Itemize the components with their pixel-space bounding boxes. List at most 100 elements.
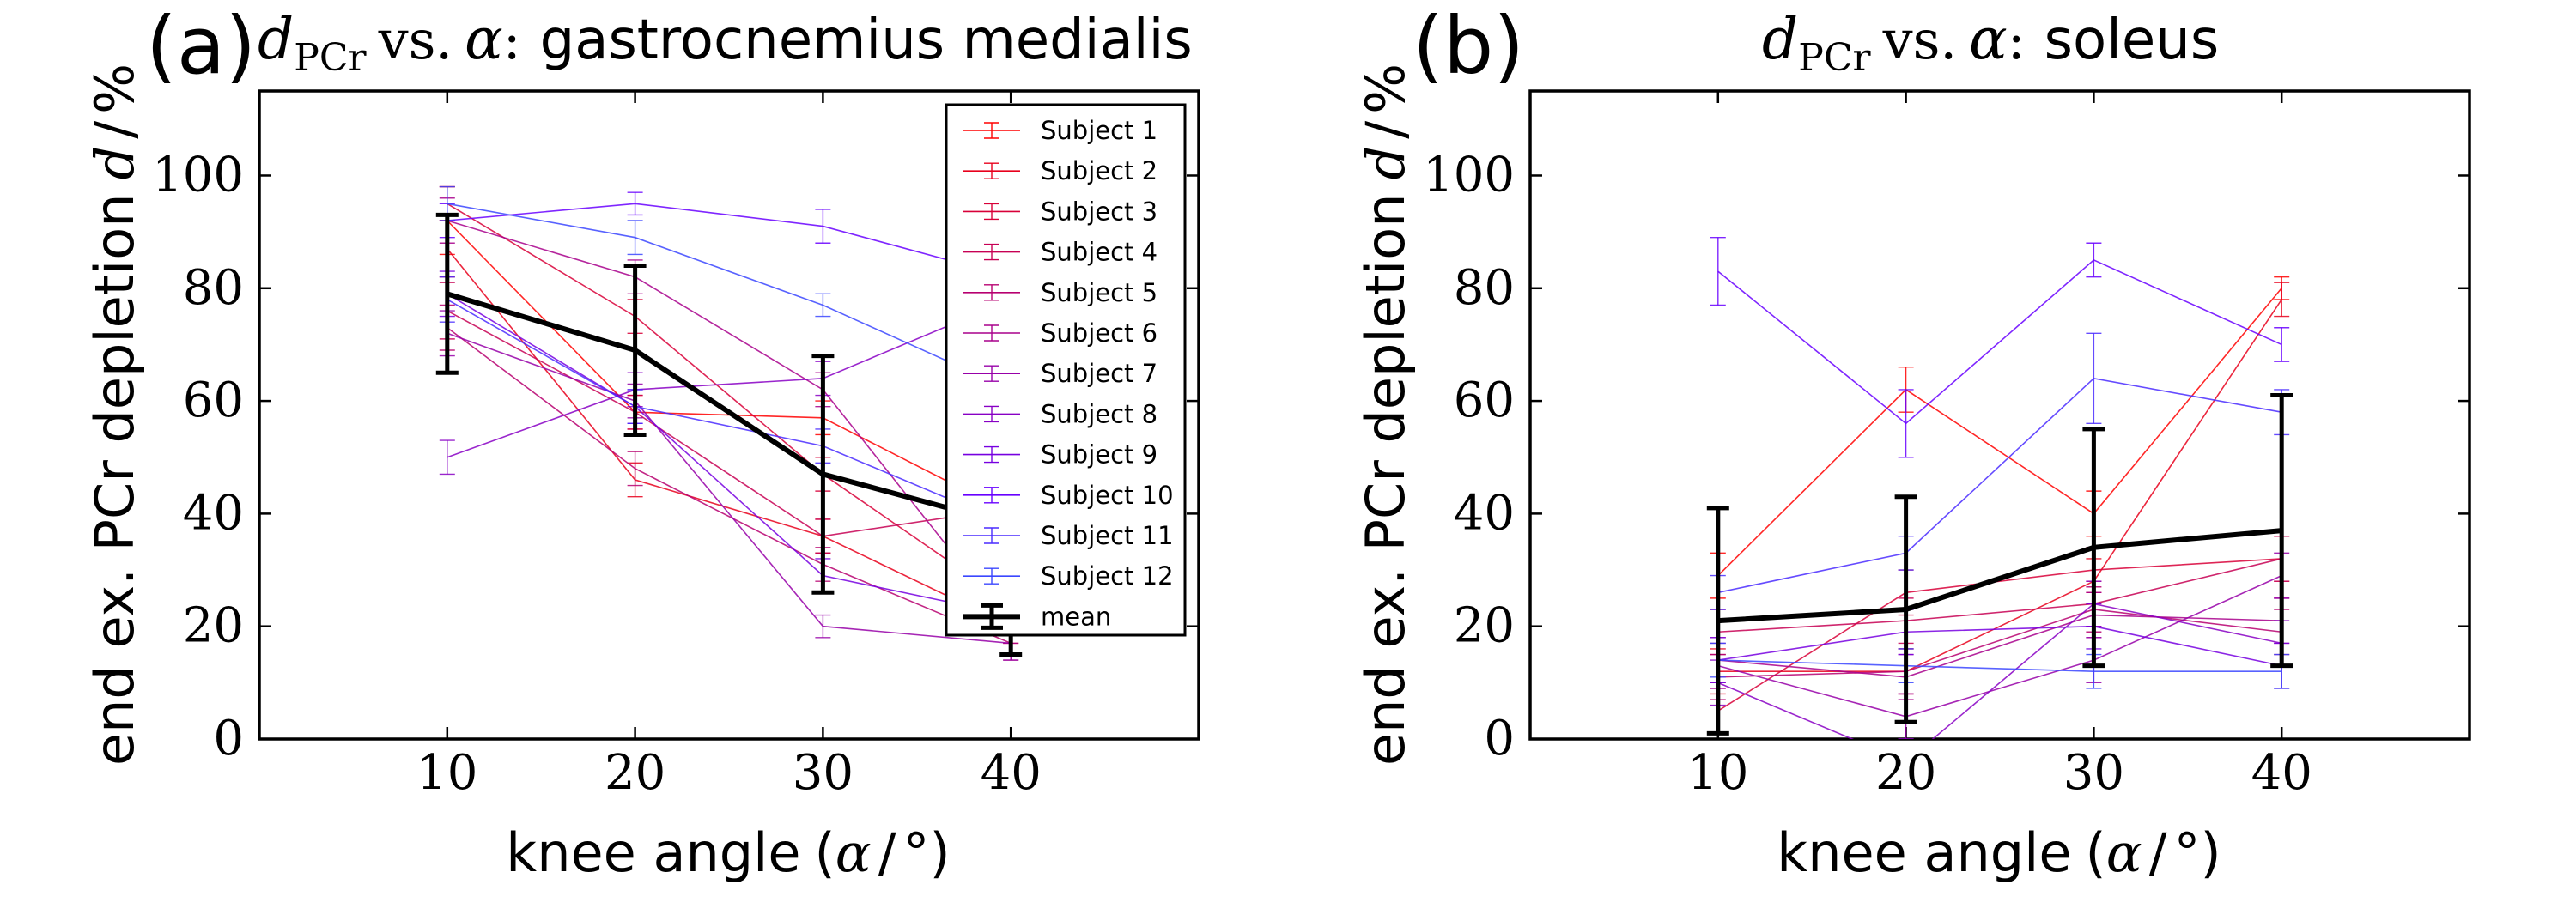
- panel-b-x-ticks: 10 20 30 40: [1687, 91, 2312, 801]
- series-line: [447, 327, 1012, 645]
- series-line: [447, 248, 1012, 627]
- legend-label: Subject 5: [1041, 278, 1157, 307]
- legend-item: Subject 3: [963, 197, 1157, 226]
- error-bar: [439, 439, 455, 476]
- series-subject-3: [439, 185, 1019, 621]
- series-line: [447, 332, 1012, 645]
- y-tick-label: 0: [1484, 711, 1515, 766]
- series-line: [447, 299, 1012, 526]
- legend-item-mean: mean: [963, 602, 1111, 631]
- mean-error-bar: [1894, 494, 1917, 724]
- legend-label: mean: [1041, 602, 1111, 631]
- legend-label: Subject 4: [1041, 238, 1157, 267]
- panel-a-x-ticks: 10 20 30 40: [416, 91, 1042, 801]
- mean-series: [1706, 393, 2293, 736]
- mean-error-bar: [435, 212, 459, 375]
- y-tick-label: 100: [1423, 147, 1515, 203]
- legend-label: Subject 11: [1041, 521, 1174, 550]
- series-line: [1717, 558, 2282, 712]
- series-line: [447, 299, 1012, 458]
- series-subject-6: [439, 197, 1019, 645]
- legend-item: Subject 2: [963, 156, 1157, 185]
- legend-label: Subject 9: [1041, 440, 1157, 470]
- series-line: [447, 220, 1012, 627]
- series-line: [447, 203, 1012, 278]
- series-subject-4: [1710, 535, 2290, 656]
- y-tick-label: 60: [1454, 373, 1515, 428]
- panel-a-legend: Subject 1 Subject 2 Subject 3 Subject 4 Subj…: [945, 103, 1187, 637]
- legend-box: [945, 103, 1187, 637]
- x-tick-label: 40: [981, 745, 1042, 801]
- error-bar: [1898, 389, 1914, 458]
- series-line: [447, 310, 1012, 537]
- series-line: [1717, 659, 2282, 673]
- y-tick-label: 100: [152, 147, 244, 203]
- series-line: [447, 203, 1012, 391]
- error-bar: [815, 209, 831, 244]
- series-line: [447, 293, 1012, 616]
- error-bar: [815, 293, 831, 318]
- series-line: [447, 203, 1012, 605]
- x-tick-label: 20: [605, 745, 665, 801]
- series-line: [1717, 299, 2282, 673]
- y-tick-label: 60: [183, 373, 244, 428]
- error-bar: [2086, 242, 2102, 278]
- y-tick-label: 20: [183, 598, 244, 654]
- series-line: [1717, 377, 2282, 594]
- x-tick-label: 10: [1687, 745, 1748, 801]
- x-tick-label: 40: [2251, 745, 2312, 801]
- legend-label: Subject 12: [1041, 561, 1174, 591]
- panel-b-letter: (b): [1413, 0, 1524, 92]
- legend-item: Subject 5: [963, 278, 1157, 307]
- y-tick-label: 0: [213, 711, 244, 766]
- panel-b-x-axis-label: knee angle (α / °): [1777, 821, 2221, 884]
- mean-error-bar: [811, 354, 835, 595]
- panel-a: (a) dPCr vs. α: gastrocnemius medialis 0 20 4…: [83, 0, 1200, 884]
- series-line: [1717, 574, 2282, 718]
- series-line: [1717, 603, 2282, 739]
- mean-error-bar: [623, 264, 647, 437]
- x-tick-label: 30: [793, 745, 854, 801]
- panel-a-y-ticks: 0 20 40 60 80 100: [152, 147, 1199, 766]
- y-tick-label: 80: [1454, 260, 1515, 316]
- panel-b-y-ticks: 0 20 40 60 80 100: [1423, 147, 2470, 766]
- series-subject-12: [1710, 642, 2290, 689]
- x-tick-label: 20: [1875, 745, 1936, 801]
- legend-label: Subject 2: [1041, 156, 1157, 185]
- panel-b-series: [1706, 236, 2293, 739]
- series-line: [1717, 625, 2282, 667]
- panel-a-y-axis-label: end ex. PCr depletiond/%: [83, 64, 146, 766]
- series-line: [1717, 288, 2282, 577]
- series-subject-2: [1710, 282, 2290, 695]
- series-line: [1717, 609, 2282, 678]
- panel-b-y-axis-label: end ex. PCr depletiond/%: [1354, 64, 1417, 766]
- series-subject-3: [1710, 535, 2290, 735]
- error-bar: [627, 451, 643, 487]
- series-line: [1717, 614, 2282, 678]
- mean-error-bar: [2270, 393, 2293, 669]
- legend-item: Subject 10: [963, 481, 1174, 510]
- legend-label: Subject 1: [1041, 116, 1157, 145]
- legend-item: Subject 9: [963, 440, 1157, 470]
- legend-item: Subject 4: [963, 238, 1157, 267]
- legend-item: Subject 11: [963, 521, 1174, 550]
- panel-a-series: [435, 185, 1023, 661]
- series-line: [1717, 259, 2282, 425]
- series-subject-7: [439, 310, 1019, 661]
- legend-label: Subject 3: [1041, 197, 1157, 226]
- mean-line: [1717, 528, 2282, 624]
- legend-label: Subject 8: [1041, 399, 1157, 428]
- panel-b-title: dPCr vs. α: soleus: [1762, 6, 2219, 80]
- panel-b-plot-frame: [1528, 89, 2471, 741]
- legend-item: Subject 8: [963, 399, 1157, 428]
- legend-item: Subject 7: [963, 359, 1157, 388]
- y-tick-label: 40: [1454, 485, 1515, 541]
- series-subject-2: [439, 220, 1019, 645]
- error-bar: [627, 191, 643, 216]
- mean-line: [446, 291, 1012, 528]
- series-subject-4: [439, 282, 1019, 554]
- legend-items: Subject 1 Subject 2 Subject 3 Subject 4 Subj…: [963, 116, 1174, 631]
- panel-a-title: dPCr vs. α: gastrocnemius medialis: [258, 6, 1193, 80]
- error-bar: [2274, 282, 2290, 318]
